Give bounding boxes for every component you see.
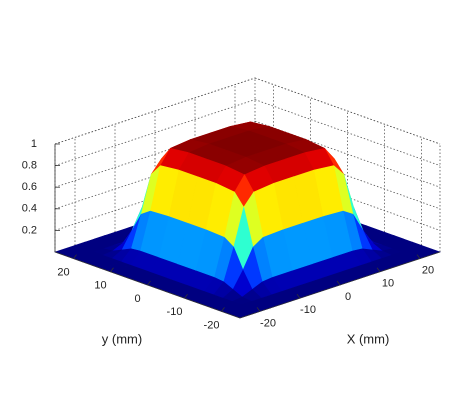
x-tick-label: 10 [382,278,394,290]
y-tick [110,267,114,273]
y-axis-label: y (mm) [102,331,142,346]
z-tick-label: 0.6 [22,181,37,193]
x-tick [376,267,381,273]
y-tick-label: 0 [134,293,140,305]
y-tick [184,293,188,299]
x-tick [296,293,301,299]
x-tick-label: 0 [345,291,351,303]
grid-line [254,99,441,166]
grid-line [54,77,256,145]
y-tick-label: -20 [204,319,220,331]
x-axis-label: X (mm) [347,331,390,346]
x-tick-label: -10 [300,304,316,316]
x-tick [416,254,421,259]
y-tick-label: -10 [167,306,183,318]
y-tick [147,280,151,286]
y-tick-label: 20 [57,267,69,279]
y-tick [73,254,77,259]
y-tick-label: 10 [94,280,106,292]
z-tick-label: 0.8 [22,160,37,172]
grid-line [54,99,256,166]
z-tick-label: 0.4 [22,203,37,215]
grid-line [254,77,441,145]
z-tick-label: 1 [31,138,37,150]
y-tick [221,307,225,312]
x-tick-label: 20 [422,265,434,277]
x-tick-label: -20 [260,317,276,329]
x-tick [336,280,341,286]
x-tick [256,307,261,312]
z-tick-label: 0.2 [22,224,37,236]
